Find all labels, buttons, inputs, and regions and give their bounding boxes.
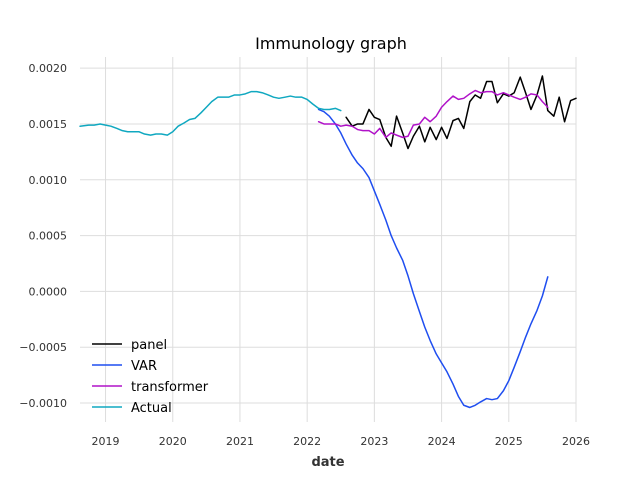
tick-labels: 2019 2020 2021 2022 2023 2024 2025 2026 0.0020 0.… (19, 62, 590, 448)
legend-label-panel: panel (131, 338, 167, 353)
y-tick-label: 0.0010 (29, 174, 68, 187)
y-tick-label: −0.0005 (19, 341, 67, 354)
x-tick-label: 2022 (293, 435, 321, 448)
y-tick-label: −0.0010 (19, 397, 67, 410)
legend: panel VAR transformer Actual (92, 338, 209, 416)
x-tick-label: 2021 (226, 435, 254, 448)
series-line-panel (345, 75, 577, 150)
x-tick-label: 2019 (92, 435, 120, 448)
legend-label-actual: Actual (131, 401, 172, 416)
y-tick-label: 0.0005 (29, 230, 68, 243)
x-tick-label: 2026 (562, 435, 590, 448)
x-tick-label: 2024 (428, 435, 456, 448)
x-tick-label: 2020 (159, 435, 187, 448)
y-tick-label: 0.0000 (29, 285, 68, 298)
y-tick-label: 0.0015 (29, 118, 68, 131)
y-tick-label: 0.0020 (29, 62, 68, 75)
series-lines (79, 75, 577, 409)
series-line-var (317, 108, 549, 409)
x-axis-label: date (311, 455, 344, 470)
legend-label-transformer: transformer (131, 380, 209, 395)
chart-title: Immunology graph (255, 34, 407, 53)
series-line-transformer (317, 89, 549, 139)
legend-label-var: VAR (131, 359, 157, 374)
x-tick-label: 2025 (495, 435, 523, 448)
series-line-actual (79, 90, 342, 136)
x-tick-label: 2023 (360, 435, 388, 448)
grid (80, 57, 577, 422)
